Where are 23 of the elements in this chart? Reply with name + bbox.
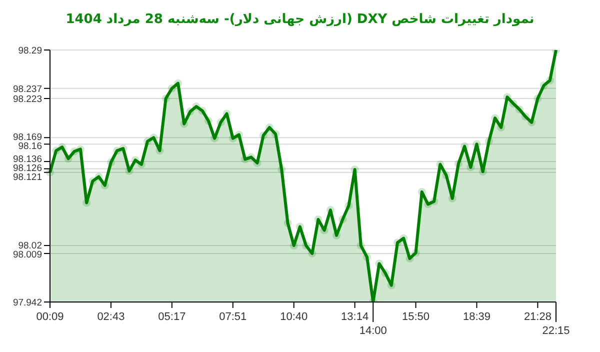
x-tick-label: 00:09: [36, 311, 64, 323]
x-tick-label: 22:15: [542, 325, 570, 337]
y-tick-label: 98.169: [12, 132, 42, 143]
x-tick-label: 18:39: [462, 311, 491, 323]
y-tick-label: 98.009: [12, 250, 42, 260]
x-tick-label: 05:17: [158, 311, 186, 323]
y-tick-label: 98.237: [12, 84, 42, 95]
x-tick-label: 21:28: [524, 311, 552, 323]
y-tick-label: 98.29: [18, 46, 42, 56]
y-tick-label: 98.121: [12, 172, 42, 184]
y-tick-label: 98.16: [18, 140, 42, 152]
x-tick-label: 15:50: [402, 311, 430, 323]
x-tick-label: 13:14: [341, 311, 369, 323]
y-tick-label: 98.02: [18, 240, 42, 252]
chart-title: نمودار تغییرات شاخص DXY (ارزش جهانی دلار)- سه‌شنبه 28 مرداد 1404: [64, 11, 536, 29]
y-tick-label: 98.223: [12, 94, 42, 106]
y-tick-label: 97.942: [12, 298, 42, 308]
y-tick-label: 98.136: [12, 154, 42, 166]
y-tick-label: 98.126: [12, 163, 42, 174]
x-tick-label: 10:40: [280, 311, 308, 323]
x-tick-label: 14:00: [359, 325, 387, 337]
x-tick-label: 07:51: [219, 311, 247, 323]
x-tick-label: 02:43: [97, 311, 125, 323]
